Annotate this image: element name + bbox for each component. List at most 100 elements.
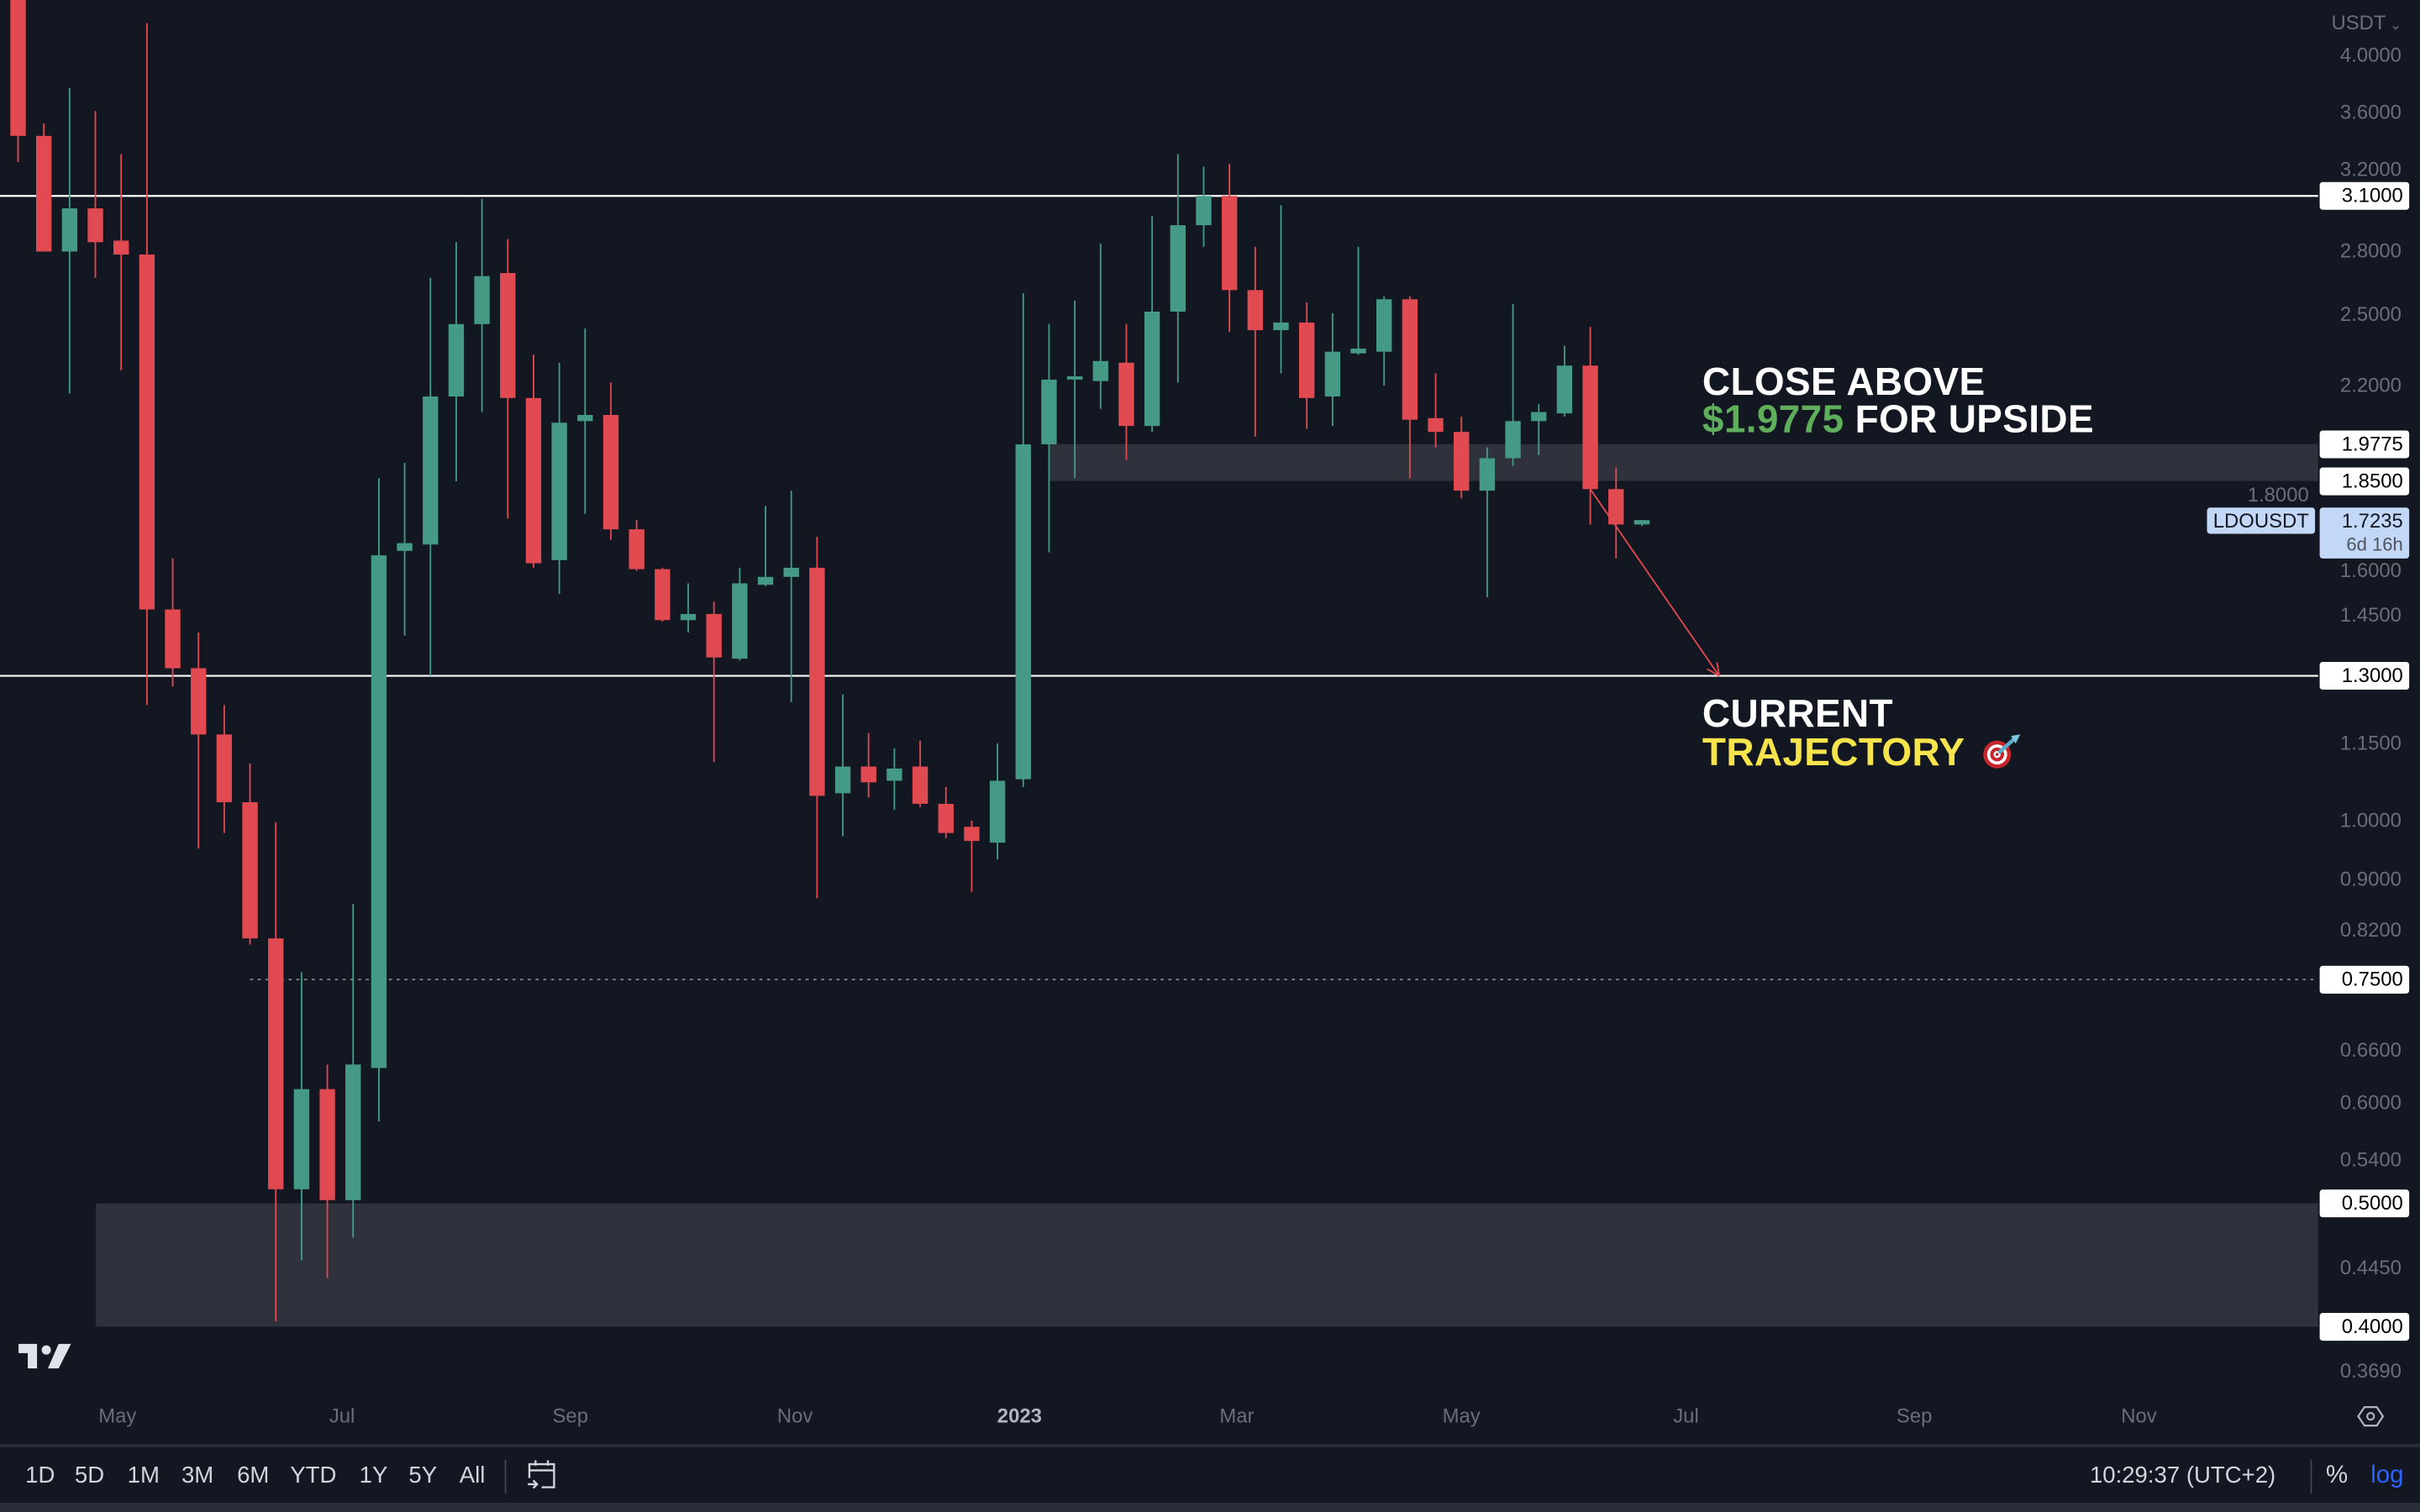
price-level-label: 0.4000 [2319, 1312, 2410, 1341]
candle[interactable] [1505, 303, 1521, 466]
range-button-5y[interactable]: 5Y [408, 1462, 438, 1489]
candle[interactable] [474, 198, 490, 412]
candle[interactable] [577, 328, 593, 514]
symbol-label: LDOUSDT [2207, 507, 2316, 534]
range-button-ytd[interactable]: YTD [290, 1462, 337, 1489]
candle[interactable] [602, 382, 619, 540]
candle[interactable] [1531, 404, 1547, 455]
candle[interactable] [809, 537, 825, 899]
candle-body [1247, 290, 1264, 331]
candle[interactable] [1350, 246, 1366, 355]
candle[interactable] [680, 583, 697, 633]
candle[interactable] [834, 694, 851, 837]
candle[interactable] [912, 740, 929, 807]
trajectory-arrow[interactable] [1589, 488, 1720, 677]
price-zone[interactable] [1049, 444, 2318, 481]
currency-selector[interactable]: USDT ⌄ [2332, 11, 2402, 34]
candle[interactable] [757, 506, 774, 586]
candle[interactable] [1582, 327, 1598, 525]
candle[interactable] [242, 764, 258, 945]
candle[interactable] [1273, 205, 1289, 374]
candle[interactable] [1041, 323, 1057, 553]
candle[interactable] [500, 239, 516, 519]
candle[interactable] [268, 822, 284, 1321]
candle[interactable] [1634, 519, 1650, 527]
candle[interactable] [655, 567, 671, 622]
candle-body [61, 208, 78, 252]
candle[interactable] [1221, 163, 1238, 332]
range-button-6m[interactable]: 6M [237, 1462, 270, 1489]
candle[interactable] [1066, 301, 1083, 479]
candle[interactable] [1118, 323, 1134, 460]
candle[interactable] [964, 821, 980, 892]
candle[interactable] [216, 705, 233, 833]
candle[interactable] [293, 972, 310, 1261]
candle[interactable] [1376, 296, 1392, 386]
candle[interactable] [629, 519, 644, 571]
candle[interactable] [783, 491, 799, 702]
go-to-date-calendar-icon[interactable] [524, 1458, 558, 1500]
candle[interactable] [732, 567, 748, 661]
candle[interactable] [423, 277, 439, 676]
candle[interactable] [345, 904, 361, 1238]
candle[interactable] [1092, 244, 1108, 409]
candle[interactable] [61, 87, 78, 394]
range-button-3m[interactable]: 3M [181, 1462, 214, 1489]
candle[interactable] [319, 1064, 335, 1278]
candle[interactable] [191, 633, 207, 849]
range-button-1d[interactable]: 1D [25, 1462, 55, 1489]
candle-body [35, 135, 52, 252]
candle[interactable] [113, 154, 129, 370]
candle[interactable] [1196, 166, 1212, 247]
annotation-trajectory[interactable]: CURRENT TRAJECTORY [1702, 695, 2022, 772]
candle[interactable] [1015, 292, 1031, 787]
candle[interactable] [10, 0, 26, 162]
candle[interactable] [1556, 345, 1573, 417]
candle-body [757, 576, 774, 585]
range-button-5d[interactable]: 5D [74, 1462, 105, 1489]
range-button-1m[interactable]: 1M [127, 1462, 160, 1489]
candle[interactable] [1428, 373, 1444, 448]
toolbar-divider [504, 1459, 507, 1494]
settings-icon[interactable] [2357, 1404, 2385, 1436]
price-tick-label: 1.4500 [2339, 603, 2402, 627]
candle[interactable] [87, 111, 103, 278]
candle[interactable] [989, 743, 1006, 860]
price-tick-label: 0.3690 [2339, 1358, 2402, 1383]
candle[interactable] [1247, 246, 1264, 437]
price-zone[interactable] [95, 1203, 2318, 1327]
candle[interactable] [938, 786, 954, 838]
candle[interactable] [1144, 216, 1160, 433]
time-tick-label: Nov [776, 1404, 813, 1427]
candle[interactable] [1298, 302, 1315, 429]
candle[interactable] [1479, 447, 1496, 597]
range-button-1y[interactable]: 1Y [359, 1462, 388, 1489]
current-price-label: 1.7235 6d 16h [2319, 507, 2410, 559]
candle[interactable] [551, 362, 567, 594]
time-tick-label: 2023 [997, 1404, 1042, 1427]
candle[interactable] [371, 478, 387, 1122]
candle[interactable] [165, 558, 181, 687]
candle[interactable] [1170, 154, 1186, 383]
candle[interactable] [860, 732, 876, 798]
candle[interactable] [139, 23, 155, 706]
tradingview-logo[interactable] [18, 1343, 71, 1377]
percent-scale-toggle[interactable]: % [2325, 1462, 2349, 1489]
annotation-upside[interactable]: CLOSE ABOVE $1.9775 FOR UPSIDE [1702, 364, 2094, 439]
candle[interactable] [886, 748, 902, 810]
range-button-all[interactable]: All [459, 1462, 486, 1489]
candle[interactable] [1324, 312, 1341, 427]
candle[interactable] [1454, 416, 1470, 499]
price-tick-label: 1.1500 [2339, 731, 2402, 754]
candle[interactable] [525, 354, 542, 568]
candle[interactable] [35, 123, 52, 252]
price-chart[interactable] [0, 0, 2420, 1442]
candle[interactable] [1402, 296, 1418, 479]
candle[interactable] [397, 462, 413, 636]
log-scale-toggle[interactable]: log [2370, 1462, 2404, 1489]
candle[interactable] [448, 242, 465, 481]
candle[interactable] [706, 601, 722, 763]
clock-timezone[interactable]: 10:29:37 (UTC+2) [2089, 1462, 2276, 1489]
candle-body [783, 567, 799, 577]
candle[interactable] [1608, 467, 1624, 559]
